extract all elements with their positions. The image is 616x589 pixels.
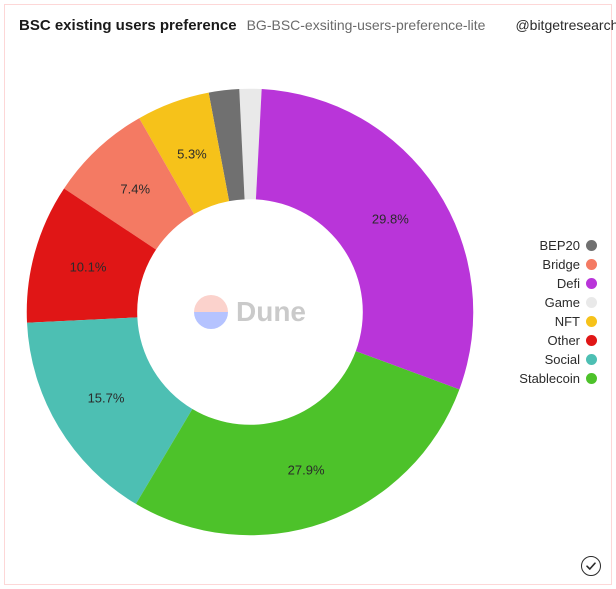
legend-swatch: [586, 259, 597, 270]
donut-chart: 5.3%7.4%10.1%15.7%27.9%29.8% Dune: [15, 77, 485, 547]
legend-item-bep20[interactable]: BEP20: [519, 238, 597, 253]
verified-icon: [581, 556, 601, 576]
slice-defi[interactable]: [256, 89, 473, 389]
legend-item-stablecoin[interactable]: Stablecoin: [519, 371, 597, 386]
author-handle[interactable]: @bitgetresearch: [515, 17, 616, 33]
legend-label: Other: [547, 333, 580, 348]
legend-item-bridge[interactable]: Bridge: [519, 257, 597, 272]
legend-label: Game: [545, 295, 580, 310]
legend-swatch: [586, 297, 597, 308]
legend-label: NFT: [555, 314, 580, 329]
chart-card: BSC existing users preference BG-BSC-exs…: [4, 4, 612, 585]
card-header: BSC existing users preference BG-BSC-exs…: [5, 5, 611, 39]
slice-label-nft: 5.3%: [177, 146, 207, 161]
legend-item-game[interactable]: Game: [519, 295, 597, 310]
donut-svg: [15, 77, 485, 547]
slice-label-stablecoin: 27.9%: [288, 462, 325, 477]
legend-item-defi[interactable]: Defi: [519, 276, 597, 291]
legend-item-nft[interactable]: NFT: [519, 314, 597, 329]
legend-swatch: [586, 278, 597, 289]
legend-item-social[interactable]: Social: [519, 352, 597, 367]
chart-subtitle: BG-BSC-exsiting-users-preference-lite: [247, 17, 486, 33]
legend-label: Defi: [557, 276, 580, 291]
legend-label: Bridge: [542, 257, 580, 272]
legend-swatch: [586, 373, 597, 384]
legend-swatch: [586, 354, 597, 365]
legend-label: Stablecoin: [519, 371, 580, 386]
slice-stablecoin[interactable]: [136, 351, 459, 535]
legend-item-other[interactable]: Other: [519, 333, 597, 348]
chart-title: BSC existing users preference: [19, 17, 237, 34]
slice-label-defi: 29.8%: [372, 212, 409, 227]
legend-label: BEP20: [540, 238, 580, 253]
legend-label: Social: [545, 352, 580, 367]
slice-label-bridge: 7.4%: [120, 181, 150, 196]
legend-swatch: [586, 240, 597, 251]
chart-area: 5.3%7.4%10.1%15.7%27.9%29.8% Dune BEP20B…: [5, 39, 611, 584]
legend-swatch: [586, 335, 597, 346]
slice-label-other: 10.1%: [70, 259, 107, 274]
legend: BEP20 Bridge Defi Game NFT Other Social Stablec…: [519, 238, 597, 386]
legend-swatch: [586, 316, 597, 327]
slice-label-social: 15.7%: [88, 391, 125, 406]
